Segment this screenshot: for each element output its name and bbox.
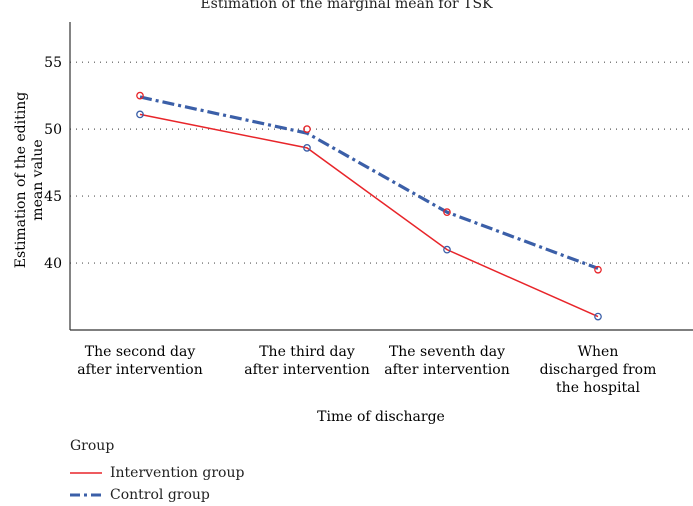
y-axis-label-line: mean value	[30, 139, 46, 220]
legend-title: Group	[70, 438, 115, 454]
series-markers	[136, 91, 602, 321]
gridlines	[70, 61, 693, 264]
legend-swatch-control	[70, 493, 102, 497]
marker-blue	[303, 144, 311, 152]
legend-item-intervention: Intervention group	[70, 462, 244, 484]
y-tick-label: 45	[44, 189, 62, 205]
marker-red	[594, 265, 602, 274]
marker-blue	[443, 245, 451, 254]
y-tick-label: 50	[44, 122, 62, 138]
legend-label-intervention: Intervention group	[110, 465, 245, 481]
x-tick-label: The seventh day after intervention	[384, 344, 509, 378]
marker-red	[443, 208, 451, 217]
series-line-control	[139, 95, 599, 270]
x-axis-ticks: The second day after intervention The thir…	[77, 344, 656, 396]
x-tick-label: The third day after intervention	[244, 344, 369, 378]
series-line-intervention	[139, 113, 599, 318]
legend-item-control: Control group	[70, 484, 244, 506]
axes	[69, 22, 693, 331]
y-axis-label-line: Estimation of the editing	[13, 92, 29, 268]
marker-red	[136, 91, 144, 100]
legend-swatch-intervention	[70, 472, 102, 474]
y-axis-label: Estimation of the editingmean value	[13, 92, 46, 268]
y-tick-label: 40	[44, 256, 62, 272]
x-tick-label: When discharged from the hospital	[540, 344, 657, 396]
marker-red	[303, 125, 311, 133]
x-axis-label: Time of discharge	[317, 409, 445, 425]
x-tick-label: The second day after intervention	[77, 344, 202, 378]
series-lines	[139, 95, 599, 318]
y-axis-ticks: 40 45 50 55	[44, 55, 62, 272]
chart-title: Estimation of the marginal mean for TSK	[200, 0, 493, 12]
line-chart: 40 45 50 55 The second day after interventio…	[13, 22, 693, 425]
marker-blue	[136, 110, 144, 119]
legend-label-control: Control group	[110, 487, 210, 503]
y-tick-label: 55	[44, 55, 62, 71]
marker-blue	[594, 312, 602, 321]
legend: Group Intervention group Control group	[70, 438, 244, 506]
